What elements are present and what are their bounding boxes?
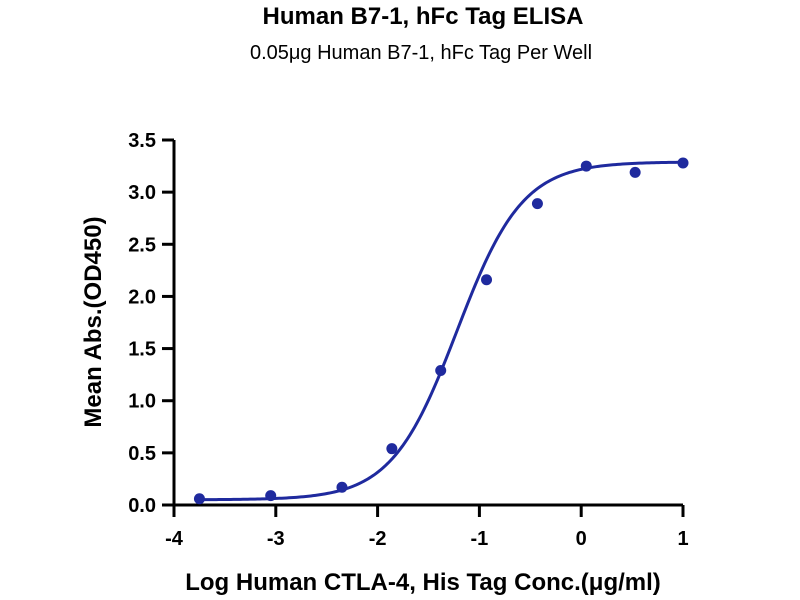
chart-title: Human B7-1, hFc Tag ELISA	[263, 3, 584, 30]
x-axis-ticks: -4 -3 -2 -1 0 1	[165, 505, 689, 550]
data-point	[531, 198, 543, 210]
data-point	[193, 493, 205, 505]
x-tick-label: -4	[165, 528, 184, 550]
y-tick-label: 2.0	[128, 286, 156, 308]
data-point	[435, 364, 447, 376]
data-point	[481, 274, 493, 286]
x-tick-label: -3	[267, 528, 285, 550]
x-axis-label: Log Human CTLA-4, His Tag Conc.(μg/ml)	[185, 569, 661, 596]
data-points	[193, 157, 689, 505]
y-tick-label: 1.0	[128, 391, 156, 413]
data-point	[386, 443, 398, 455]
x-tick-label: -2	[369, 528, 387, 550]
data-point	[677, 157, 689, 169]
y-tick-label: 3.5	[128, 130, 156, 152]
x-tick-label: 1	[677, 528, 688, 550]
y-tick-label: 1.5	[128, 339, 156, 361]
data-point	[265, 490, 277, 502]
x-tick-label: 0	[576, 528, 587, 550]
y-tick-label: 0.0	[128, 495, 156, 517]
y-axis-ticks: 0.0 0.5 1.0 1.5 2.0 2.5 3.0 3.5	[128, 130, 174, 517]
axes	[172, 140, 683, 507]
data-point	[580, 160, 592, 172]
y-tick-label: 2.5	[128, 234, 156, 256]
data-point	[336, 481, 348, 493]
data-point	[629, 166, 641, 178]
y-axis-label: Mean Abs.(OD450)	[80, 216, 107, 427]
fit-curve	[199, 160, 684, 502]
x-tick-label: -1	[471, 528, 489, 550]
chart-subtitle: 0.05μg Human B7-1, hFc Tag Per Well	[250, 42, 592, 64]
y-tick-label: 0.5	[128, 443, 156, 465]
y-tick-label: 3.0	[128, 182, 156, 204]
